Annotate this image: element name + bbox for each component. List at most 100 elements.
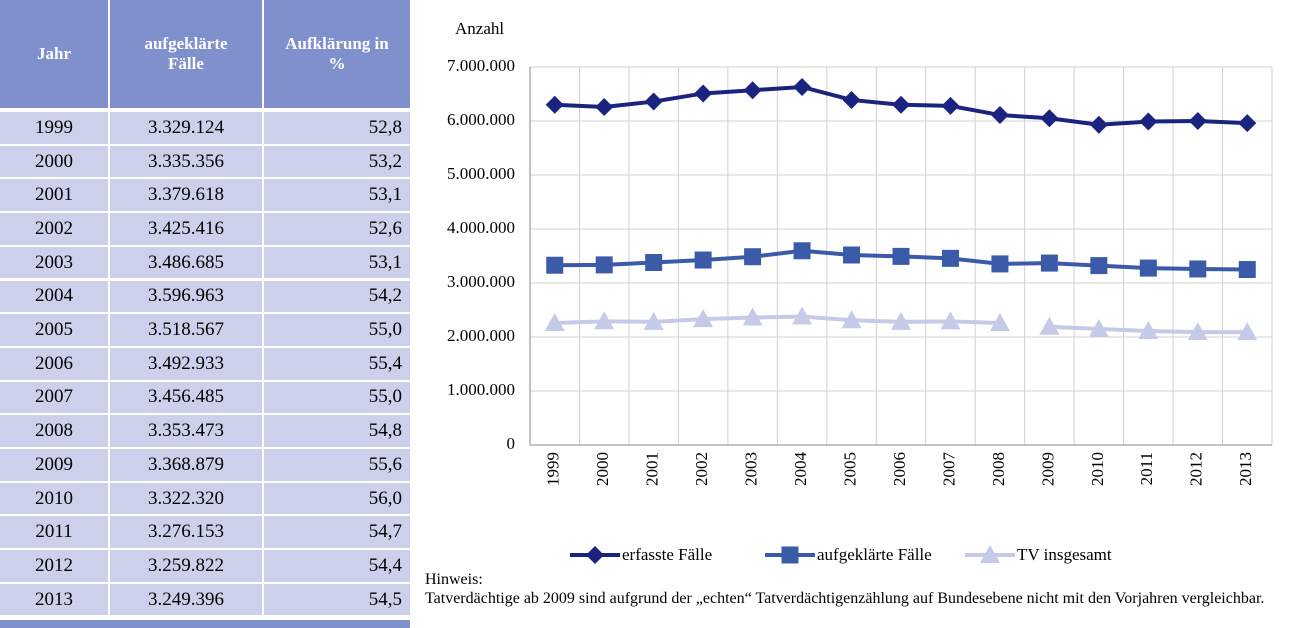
series-line [554, 314, 1000, 325]
marker [989, 312, 1010, 331]
table-cell: 3.486.685 [110, 246, 262, 279]
table-cell: 2005 [0, 314, 108, 346]
cell-text: 3.379.618 [148, 184, 224, 206]
table-cell: 2004 [0, 280, 108, 313]
table-cell: 3.353.473 [110, 415, 262, 447]
cell-text: 2008 [35, 420, 73, 442]
marker [1088, 318, 1109, 337]
cell-text: 2000 [35, 150, 73, 172]
table-cell: 54,8 [264, 415, 410, 447]
marker [1090, 257, 1108, 275]
marker [1040, 254, 1058, 272]
cell-text: 54,4 [368, 554, 402, 576]
marker [1237, 322, 1258, 341]
x-tick-label: 2008 [989, 452, 1008, 486]
cell-text: 52,6 [368, 217, 402, 239]
table-cell: 56,0 [264, 482, 410, 515]
marker [990, 106, 1009, 125]
marker [841, 310, 862, 329]
marker [743, 81, 762, 100]
marker [941, 96, 960, 115]
table-cell: 3.276.153 [110, 516, 262, 549]
cell-text: 3.329.124 [148, 116, 224, 138]
table-cell: 2013 [0, 583, 108, 616]
marker [793, 77, 812, 96]
table-cell: 2011 [0, 516, 108, 549]
table-cell: 3.596.963 [110, 280, 262, 313]
y-axis-label: Anzahl [455, 19, 504, 38]
table-cell: 54,4 [264, 550, 410, 582]
table-cell: 3.518.567 [110, 314, 262, 346]
cell-text: 1999 [35, 116, 73, 138]
legend-marker [980, 545, 1000, 563]
cell-text: 54,8 [368, 420, 402, 442]
marker [891, 311, 911, 330]
table-cell: 55,0 [264, 314, 410, 346]
table-cell: 3.259.822 [110, 550, 262, 582]
cell-text: 3.456.485 [148, 386, 224, 408]
table-cell: 2010 [0, 482, 108, 515]
table-cell: 54,5 [264, 583, 410, 616]
marker [694, 251, 712, 269]
cell-text: 2012 [35, 554, 73, 576]
cell-text: 3.335.356 [148, 150, 224, 172]
table-cell: 53,1 [264, 246, 410, 279]
cell-text: 55,0 [368, 319, 402, 341]
table-cell: 3.492.933 [110, 347, 262, 380]
marker [694, 84, 713, 103]
x-tick-label: 2001 [643, 452, 662, 486]
header-cell: Aufklärung in % [264, 0, 410, 108]
marker [1189, 260, 1207, 278]
table-cell: 3.368.879 [110, 449, 262, 481]
cell-text: 53,2 [368, 150, 402, 172]
marker [941, 249, 959, 267]
marker [940, 311, 961, 330]
note-text: Tatverdächtige ab 2009 sind aufgrund der… [425, 590, 1265, 607]
legend-label: erfasste Fälle [622, 545, 712, 564]
cell-text: Jahr [37, 44, 71, 63]
cell-text: 2009 [35, 453, 73, 475]
table-cell: 3.329.124 [110, 112, 262, 144]
x-tick-label: 2006 [890, 452, 909, 486]
marker [793, 242, 811, 260]
table-cell: 3.425.416 [110, 213, 262, 245]
x-tick-label: 2013 [1236, 452, 1255, 486]
x-tick-label: 2000 [593, 452, 612, 486]
marker [1139, 112, 1158, 131]
marker [1187, 322, 1208, 341]
marker [1138, 321, 1159, 340]
header-cell: aufgeklärte Fälle [110, 0, 262, 108]
cell-text: 3.353.473 [148, 420, 224, 442]
marker [595, 256, 613, 274]
table-cell: 52,6 [264, 213, 410, 245]
x-tick-label: 1999 [544, 452, 563, 486]
table-cell: 55,4 [264, 347, 410, 380]
cell-text: 3.276.153 [148, 521, 224, 543]
marker [1139, 259, 1157, 277]
table-cell: 3.322.320 [110, 482, 262, 515]
cell-text: Aufklärung in % [285, 34, 389, 73]
cell-text: 2002 [35, 217, 73, 239]
cell-text: 2001 [35, 184, 73, 206]
note-title: Hinweis: [425, 571, 483, 588]
x-tick-label: 2005 [840, 452, 859, 486]
cell-text: 53,1 [368, 184, 402, 206]
y-tick-label: 1.000.000 [447, 380, 515, 399]
y-tick-label: 3.000.000 [447, 272, 515, 291]
x-tick-label: 2011 [1137, 452, 1156, 485]
cell-text: 2005 [35, 319, 73, 341]
table-footer-bar [0, 620, 410, 628]
cell-text: 54,7 [368, 521, 402, 543]
cell-text: aufgeklärte Fälle [144, 34, 228, 73]
cell-text: 54,2 [368, 285, 402, 307]
cell-text: 2007 [35, 386, 73, 408]
x-tick-label: 2004 [791, 452, 810, 487]
note: Hinweis: Tatverdächtige ab 2009 sind auf… [425, 570, 1293, 608]
cell-text: 3.425.416 [148, 217, 224, 239]
x-tick-label: 2012 [1187, 452, 1206, 486]
marker [744, 248, 762, 266]
marker [645, 254, 663, 272]
table-cell: 3.456.485 [110, 381, 262, 414]
marker [892, 95, 910, 114]
